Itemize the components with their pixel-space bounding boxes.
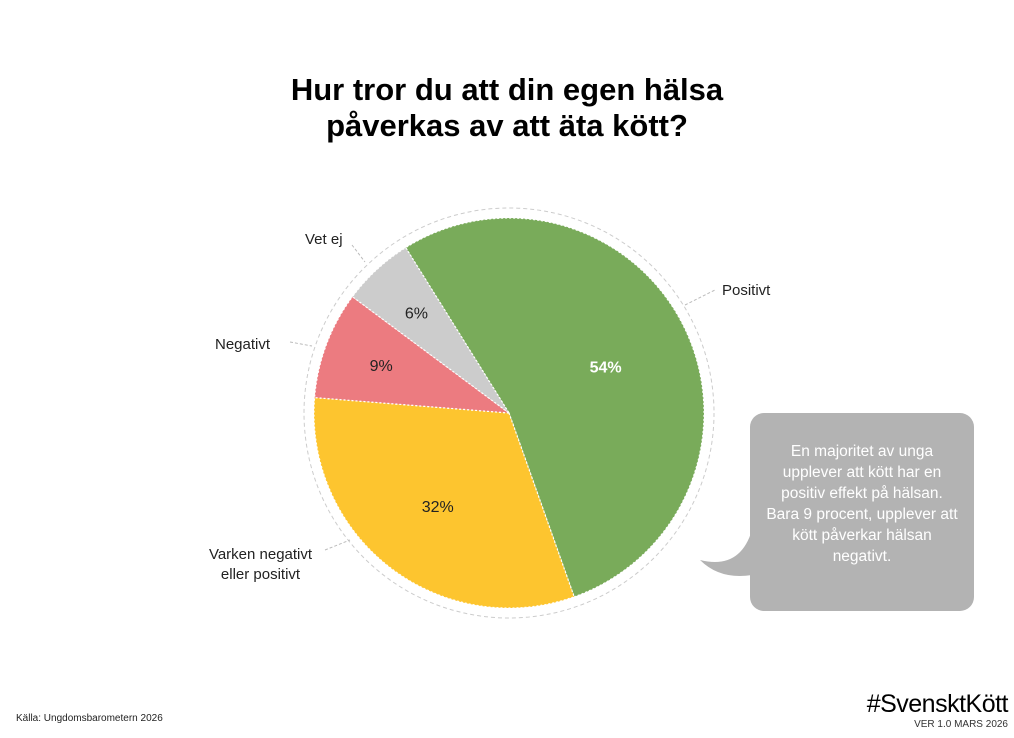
callout-tail xyxy=(700,530,752,576)
title-line-2: påverkas av att äta kött? xyxy=(326,108,688,143)
pie-slice-3 xyxy=(351,246,510,414)
slice-value-label-0: 54% xyxy=(590,359,622,376)
callout-bubble: En majoritet av unga upplever att kött h… xyxy=(750,413,974,611)
brand-hashtag: #SvensktKött xyxy=(866,690,1009,718)
source-note: Källa: Ungdomsbarometern 2026 xyxy=(16,713,163,724)
pie-slice-2 xyxy=(313,295,512,414)
pie-slice-1 xyxy=(313,396,575,609)
outer-dashed-ring xyxy=(303,207,715,619)
pie-slice-0 xyxy=(404,217,705,598)
slice-value-label-1: 32% xyxy=(422,499,454,516)
slice-value-label-2: 9% xyxy=(370,358,393,375)
leader-line-3 xyxy=(351,244,366,263)
slice-value-label-3: 6% xyxy=(405,306,428,323)
legend-label-positivt: Positivt xyxy=(722,282,771,299)
legend-label-negativt: Negativt xyxy=(215,336,271,353)
leader-line-0 xyxy=(684,289,716,306)
version-label: VER 1.0 MARS 2026 xyxy=(914,719,1008,730)
title-line-1: Hur tror du att din egen hälsa xyxy=(290,72,724,107)
legend-label-varken: Varken negativt eller positivt xyxy=(208,546,313,583)
leader-line-1 xyxy=(324,539,351,551)
chart-title: Hur tror du att din egen hälsa påverkas a… xyxy=(0,72,1014,144)
legend-label-vet-ej: Vet ej xyxy=(305,231,343,248)
leader-line-2 xyxy=(289,341,313,347)
